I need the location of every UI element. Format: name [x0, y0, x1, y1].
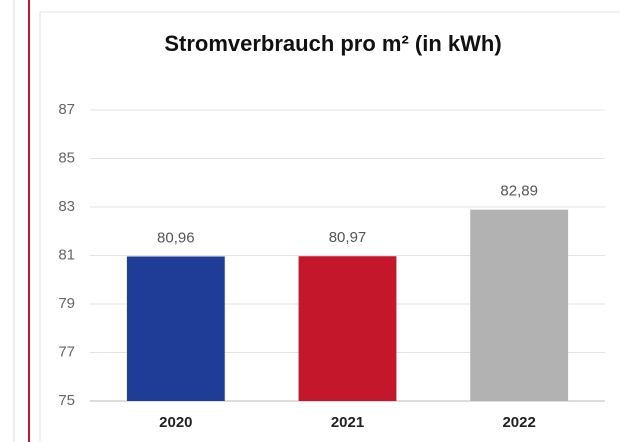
y-tick-label: 85 [58, 149, 75, 166]
bar [126, 256, 225, 401]
bar [470, 209, 569, 401]
bar [298, 256, 397, 401]
data-label: 80,96 [157, 229, 195, 246]
x-tick-label: 2021 [331, 414, 364, 431]
x-tick-label: 2020 [159, 414, 192, 431]
data-label: 82,89 [500, 183, 538, 200]
y-tick-label: 79 [58, 295, 75, 312]
y-tick-label: 83 [58, 198, 75, 215]
y-tick-label: 75 [58, 392, 75, 409]
y-tick-label: 77 [58, 343, 75, 360]
chart-title: Stromverbrauch pro m² (in kWh) [164, 31, 501, 56]
y-tick-label: 81 [58, 246, 75, 263]
x-tick-label: 2022 [502, 414, 535, 431]
data-label: 80,97 [329, 229, 367, 246]
y-tick-label: 87 [58, 101, 75, 118]
